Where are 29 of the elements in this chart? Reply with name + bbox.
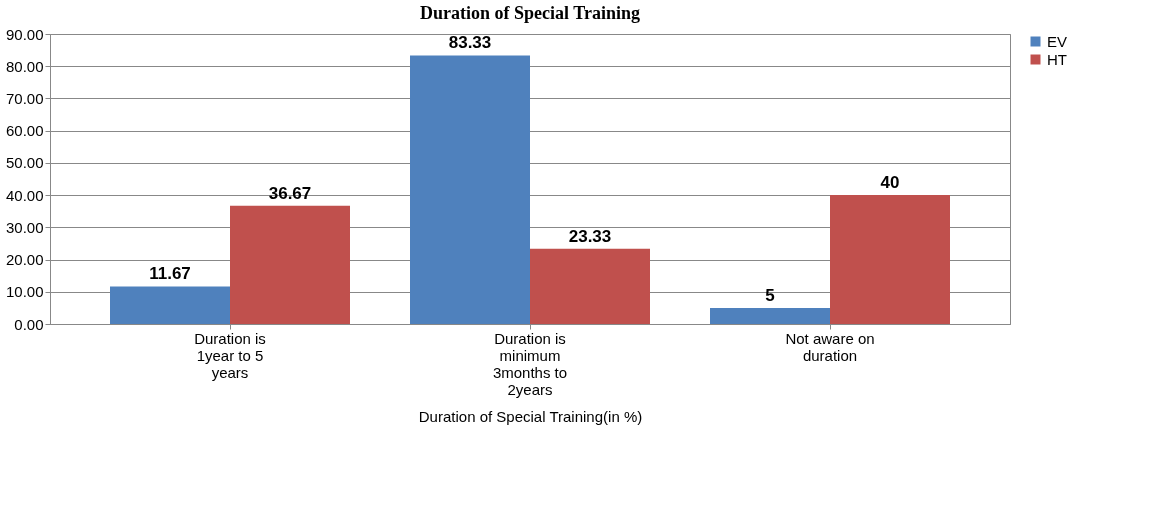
bar	[530, 248, 650, 324]
legend-label: HT	[1047, 50, 1067, 68]
data-label: 36.67	[268, 183, 312, 203]
x-axis-title: Duration of Special Training(in %)	[418, 407, 643, 425]
x-tick-label: Duration is minimum 3months to 2years	[492, 329, 568, 398]
x-tick-label: Not aware on duration	[785, 329, 875, 364]
bar	[710, 307, 830, 324]
bar	[410, 55, 530, 324]
data-label: 40	[880, 173, 900, 193]
data-label: 83.33	[448, 33, 492, 53]
bar	[830, 195, 950, 324]
y-tick-label: 20.00	[5, 251, 44, 269]
x-tick-label: Duration is 1year to 5 years	[194, 329, 266, 381]
y-tick-label: 80.00	[5, 57, 44, 75]
y-tick-label: 50.00	[5, 154, 44, 172]
chart-title: Duration of Special Training	[420, 3, 640, 23]
bar	[230, 205, 350, 324]
legend-label: EV	[1047, 32, 1068, 50]
y-tick-label: 10.00	[5, 283, 44, 301]
y-tick-label: 60.00	[5, 122, 44, 140]
data-label: 5	[765, 285, 775, 305]
data-label: 11.67	[149, 264, 191, 284]
y-tick-label: 0.00	[14, 315, 44, 333]
y-tick-label: 70.00	[5, 89, 44, 107]
data-label: 23.33	[568, 226, 612, 246]
bar	[110, 286, 230, 324]
y-tick-label: 40.00	[5, 186, 44, 204]
y-tick-label: 90.00	[5, 25, 44, 43]
y-tick-label: 30.00	[5, 218, 44, 236]
